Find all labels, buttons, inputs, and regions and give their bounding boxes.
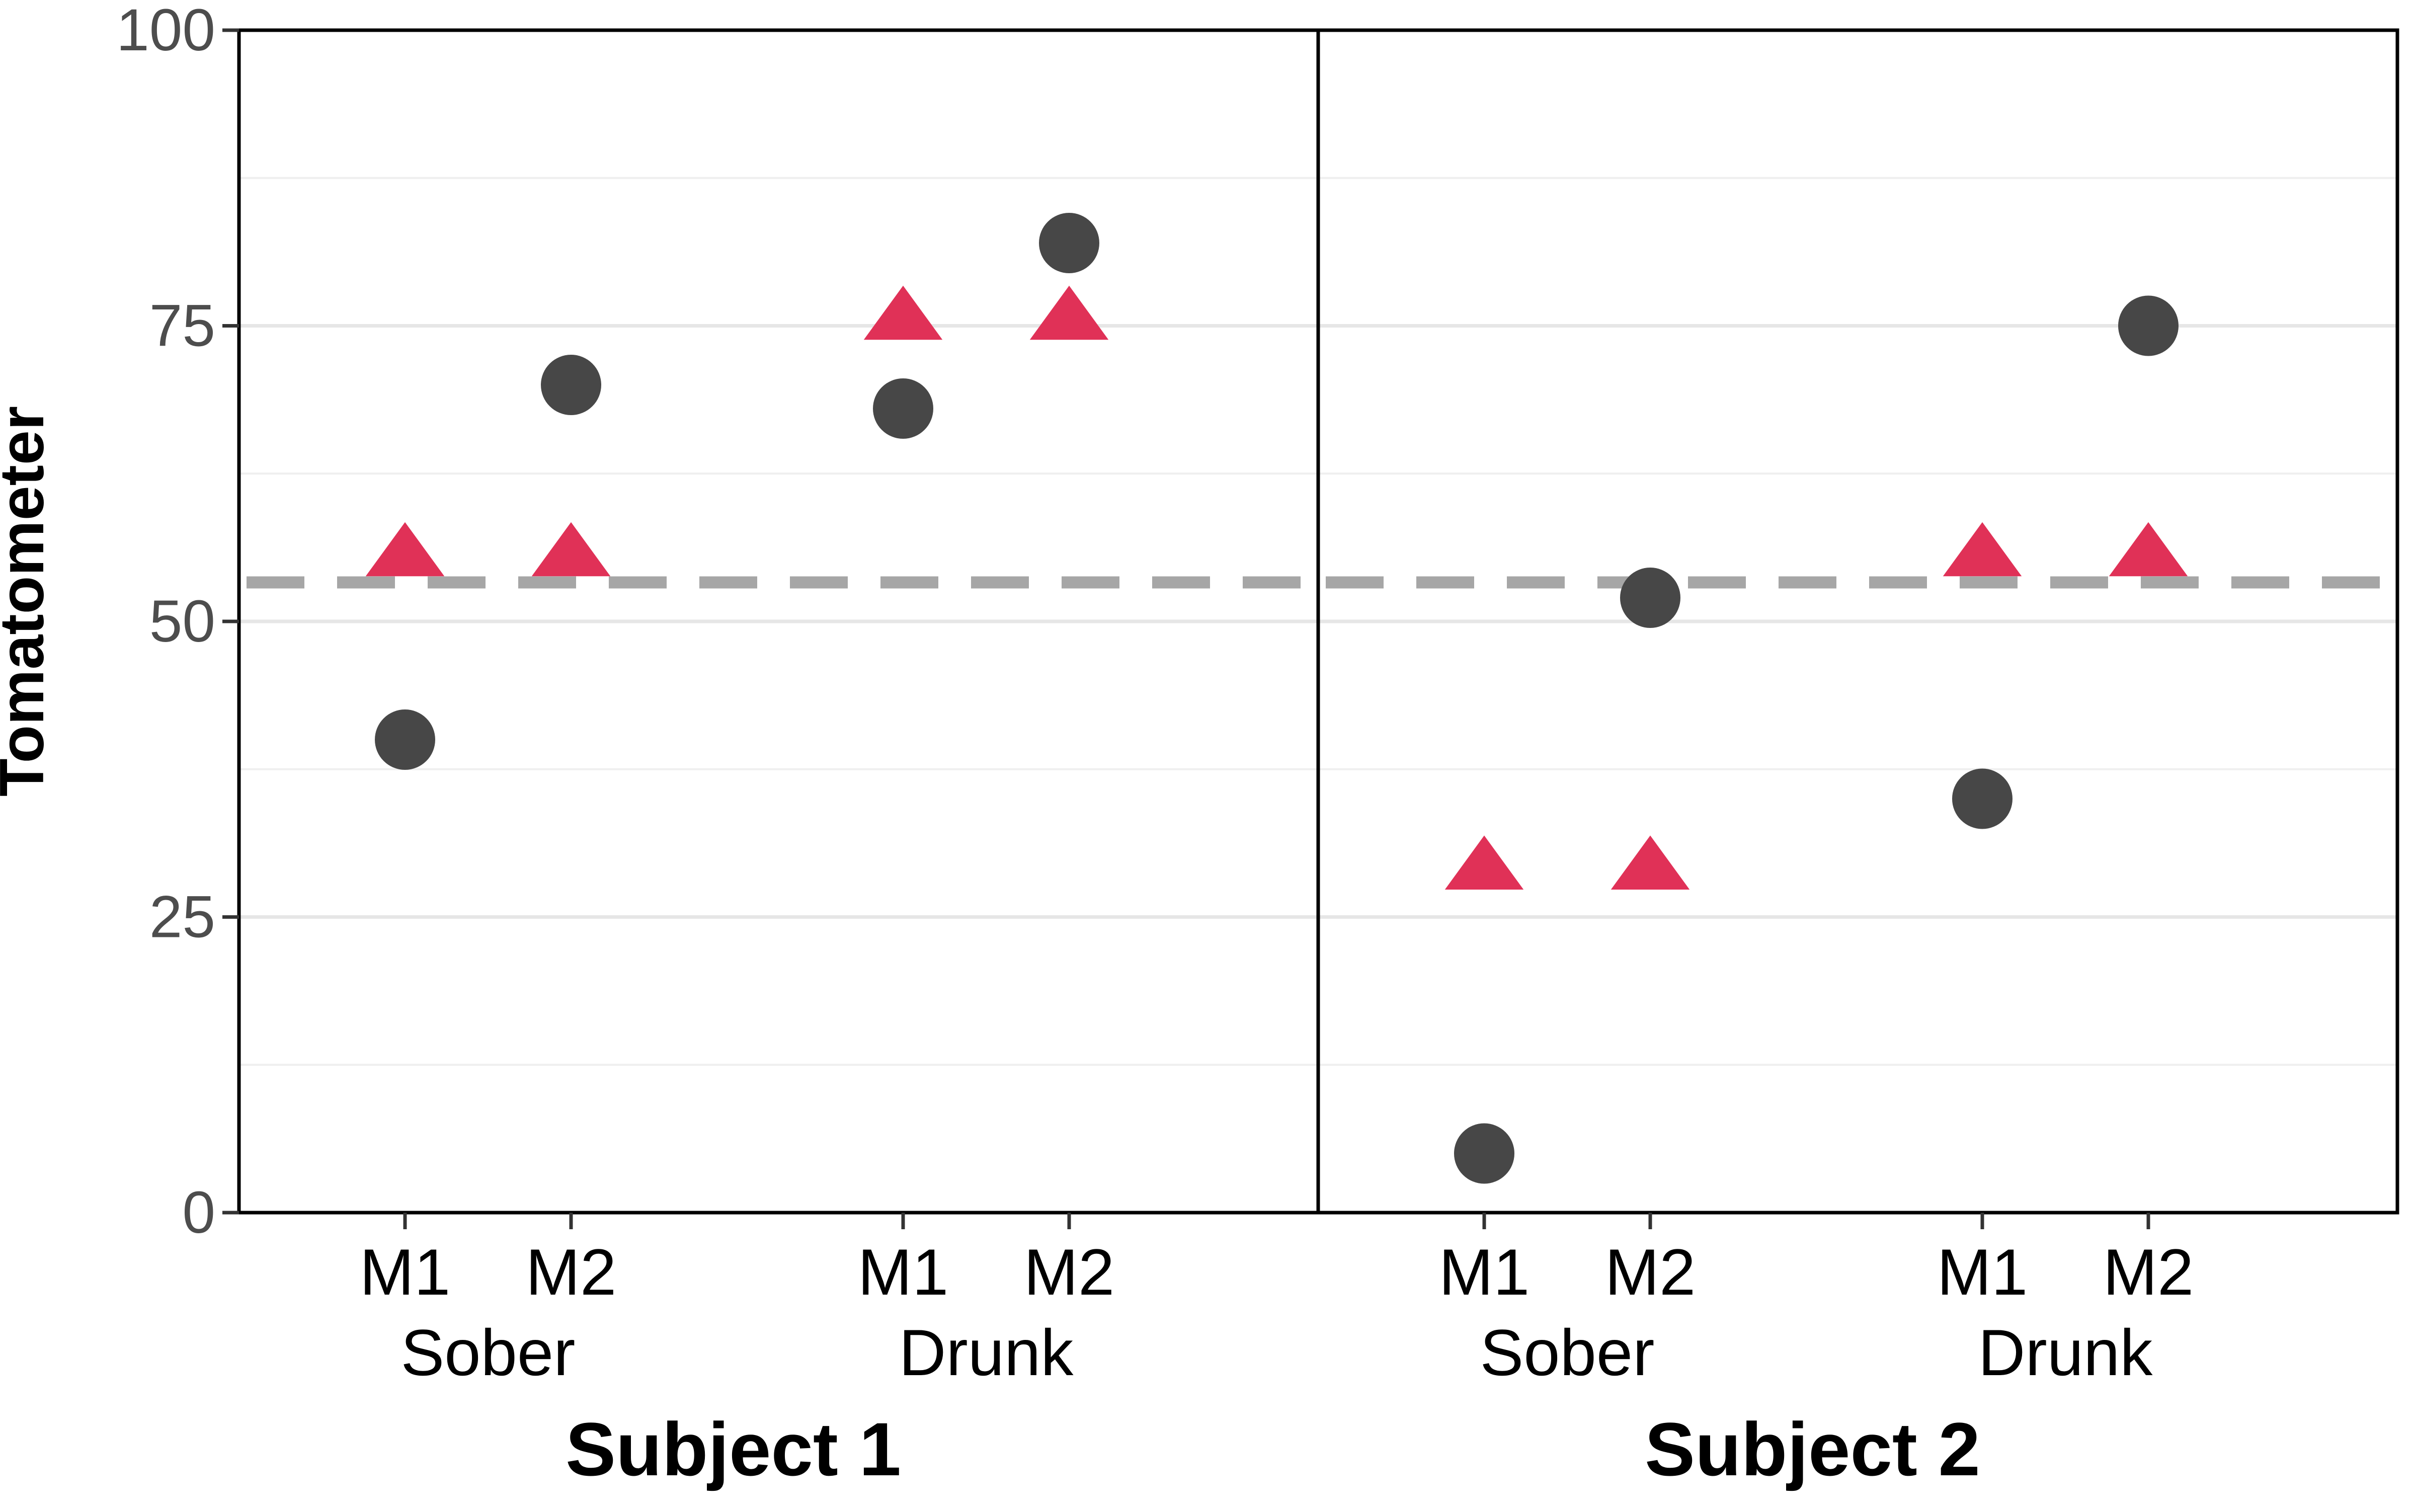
triangle-point [1029, 285, 1109, 340]
triangle-point [863, 285, 943, 340]
x-category-label: M2 [1605, 1235, 1696, 1309]
circle-point [541, 355, 601, 415]
circle-point [375, 709, 435, 770]
y-tick-label: 100 [116, 0, 215, 63]
x-category-label: M1 [1937, 1235, 2028, 1309]
y-tick-label: 0 [182, 1179, 215, 1246]
x-group-label: Sober [401, 1316, 576, 1389]
marks-layer [365, 213, 2188, 1184]
x-group-label: Drunk [899, 1316, 1074, 1389]
x-category-label: M1 [360, 1235, 451, 1309]
circle-point [2118, 295, 2179, 356]
x-category-label: M1 [1439, 1235, 1530, 1309]
x-category-label: M2 [526, 1235, 617, 1309]
y-tick-label: 50 [149, 588, 215, 655]
circle-point [873, 378, 933, 439]
triangle-point [2109, 522, 2188, 577]
x-category-label: M2 [1024, 1235, 1115, 1309]
y-tick-label: 75 [149, 293, 215, 359]
panel-label: Subject 2 [1645, 1407, 1980, 1491]
x-group-label: Sober [1480, 1316, 1655, 1389]
x-group-label: Drunk [1978, 1316, 2153, 1389]
circle-point [1454, 1123, 1514, 1184]
triangle-point [365, 522, 445, 577]
y-axis-title: Tomatometer [0, 406, 57, 797]
circle-point [1620, 568, 1680, 628]
circle-point [1952, 768, 2013, 829]
y-tick-label: 25 [149, 884, 215, 950]
x-category-label: M2 [2103, 1235, 2194, 1309]
triangle-point [1943, 522, 2022, 577]
circle-point [1039, 213, 1099, 273]
triangle-point [1444, 835, 1524, 890]
x-category-label: M1 [858, 1235, 949, 1309]
triangle-point [531, 522, 611, 577]
panel-frame [1316, 28, 2399, 1215]
triangle-point [1611, 835, 1690, 890]
panel-label: Subject 1 [566, 1407, 901, 1491]
